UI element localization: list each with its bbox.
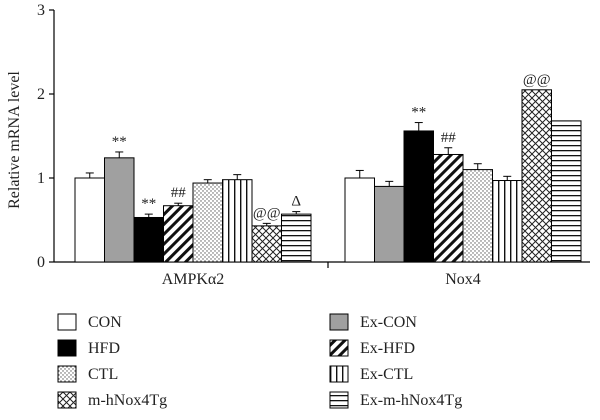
legend-swatch	[57, 339, 77, 357]
significance-label: ##	[171, 185, 187, 201]
legend-label: m-hNox4Tg	[88, 392, 167, 409]
bar-con-ampk	[74, 177, 105, 263]
legend-swatch	[329, 313, 349, 331]
significance-label: @@	[523, 72, 551, 88]
bar-hfd-nox4	[403, 130, 434, 263]
bar-ex-ctl-nox4	[492, 180, 523, 263]
legend: CON Ex-CON HFD Ex-HFD CTL Ex-CTL m-hNox4Tg Ex-m…	[57, 313, 462, 409]
bar-con-nox4	[344, 177, 375, 263]
significance-label: **	[411, 105, 426, 121]
x-tick-label: AMPKα2	[162, 271, 225, 288]
bar-ex-con-ampk	[104, 157, 135, 263]
y-tick-label: 3	[37, 2, 45, 19]
legend-swatch	[329, 365, 349, 383]
y-tick-label: 0	[37, 254, 45, 271]
bar-ex-m-hnox4tg-nox4	[551, 120, 582, 263]
legend-swatch	[57, 313, 77, 331]
legend-label: HFD	[88, 340, 120, 357]
x-tick-label: Nox4	[445, 271, 481, 288]
legend-swatch	[57, 365, 77, 383]
bars: ** ** ## @@ Δ ** ## @@	[74, 72, 582, 263]
bar-m-hnox4tg-nox4	[521, 89, 552, 263]
significance-label: **	[141, 196, 156, 212]
y-tick-label: 2	[37, 86, 45, 103]
legend-label: CTL	[88, 366, 118, 383]
bar-ex-con-nox4	[374, 185, 405, 263]
significance-label: @@	[253, 205, 281, 221]
legend-swatch	[329, 339, 349, 357]
significance-label: ##	[441, 130, 457, 146]
bar-ex-hfd-ampk	[163, 205, 194, 263]
y-tick-label: 1	[37, 170, 45, 187]
legend-swatch	[329, 391, 349, 409]
legend-label: CON	[88, 314, 122, 331]
bar-ctl-nox4	[462, 169, 493, 263]
bar-m-hnox4tg-ampk	[251, 225, 282, 263]
bar-ex-m-hnox4tg-ampk	[281, 213, 312, 263]
legend-swatch	[57, 391, 77, 409]
bar-hfd-ampk	[133, 216, 164, 263]
legend-label: Ex-CTL	[360, 366, 413, 383]
legend-label: Ex-CON	[360, 314, 417, 331]
significance-label: Δ	[291, 194, 301, 210]
legend-label: Ex-HFD	[360, 340, 415, 357]
bar-ctl-ampk	[192, 182, 223, 263]
y-axis-title: Relative mRNA level	[6, 71, 23, 209]
significance-label: **	[112, 134, 127, 150]
bar-ex-ctl-ampk	[222, 179, 253, 263]
legend-label: Ex-m-hNox4Tg	[360, 392, 462, 409]
bar-ex-hfd-nox4	[433, 153, 464, 263]
